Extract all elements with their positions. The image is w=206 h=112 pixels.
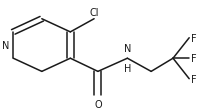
Text: Cl: Cl <box>89 8 98 17</box>
Text: F: F <box>190 33 196 43</box>
Text: F: F <box>190 54 196 64</box>
Text: O: O <box>94 99 101 109</box>
Text: H: H <box>123 64 130 74</box>
Text: F: F <box>190 74 196 84</box>
Text: N: N <box>123 44 130 54</box>
Text: N: N <box>2 41 9 51</box>
